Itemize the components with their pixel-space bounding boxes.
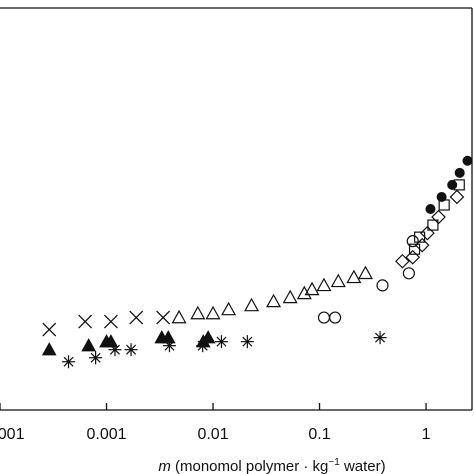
x-tick-label: 0.1	[308, 426, 330, 443]
x-axis-ticks: 0.0001 0.001 0.01 0.1 1	[0, 403, 431, 443]
x-cross-point	[103, 314, 118, 329]
x-axis-label-text: (monomol polymer · kg	[171, 458, 329, 474]
x-tick-label: 0.01	[197, 426, 228, 443]
triangle-filled-point	[103, 334, 119, 348]
x-cross-point	[78, 314, 93, 329]
asterisk-point	[108, 343, 122, 357]
filled-circle-point	[447, 179, 458, 190]
triangle-open-point	[171, 309, 187, 324]
x-axis-label-suffix: water)	[340, 458, 386, 474]
triangle-open-point	[304, 281, 320, 296]
triangle-open-point	[266, 293, 282, 308]
triangle-open-point	[330, 273, 346, 288]
asterisk-point	[240, 335, 254, 349]
triangle-filled-point	[200, 330, 216, 344]
triangle-open-point	[296, 285, 312, 300]
open-diamond-point	[431, 209, 446, 225]
triangle-open-point	[357, 265, 374, 280]
triangle-filled-point	[41, 342, 57, 356]
open-diamond-point	[420, 225, 435, 241]
open-diamond-point	[405, 249, 421, 265]
x-axis-label-symbol: m	[158, 458, 171, 474]
asterisk-point	[373, 331, 387, 345]
x-axis-label-superscript: −1	[328, 457, 340, 468]
triangle-open-point	[282, 289, 298, 304]
asterisk-point	[162, 339, 176, 353]
open-square-point	[408, 243, 421, 255]
open-circle-point	[406, 235, 419, 248]
triangle-open-point	[205, 305, 221, 320]
asterisk-point	[62, 355, 76, 369]
x-tick-label: 0.0001	[0, 426, 25, 443]
x-axis-label: m (monomol polymer · kg−1 water)	[158, 457, 385, 474]
asterisk-point	[196, 339, 210, 353]
open-square-point	[414, 231, 426, 243]
triangle-open-point	[346, 269, 362, 284]
open-diamond-point	[414, 237, 430, 253]
filled-circle-point	[454, 167, 465, 178]
open-circle-point	[329, 311, 342, 324]
triangle-filled-point	[81, 338, 97, 352]
open-diamond-point	[395, 253, 410, 269]
x-tick-label: 1	[422, 426, 431, 443]
asterisk-point	[124, 343, 138, 357]
open-diamond-point	[449, 189, 465, 205]
filled-circle-point	[462, 155, 473, 166]
x-cross-point	[42, 322, 57, 337]
asterisk-point	[89, 351, 103, 365]
x-cross-point	[129, 310, 144, 325]
plot-frame	[0, 7, 473, 411]
data-points	[41, 155, 473, 369]
x-cross-point	[156, 310, 171, 325]
filled-circle-point	[425, 204, 436, 214]
open-circle-point	[376, 279, 389, 292]
triangle-open-point	[190, 305, 206, 320]
triangle-open-point	[316, 277, 332, 292]
open-circle-point	[402, 267, 415, 280]
triangle-open-point	[244, 297, 260, 312]
triangle-filled-point	[160, 330, 176, 344]
x-tick-label: 0.001	[86, 426, 126, 443]
filled-circle-point	[436, 191, 447, 202]
asterisk-point	[214, 335, 228, 349]
triangle-open-point	[221, 301, 237, 316]
open-square-point	[427, 219, 439, 231]
